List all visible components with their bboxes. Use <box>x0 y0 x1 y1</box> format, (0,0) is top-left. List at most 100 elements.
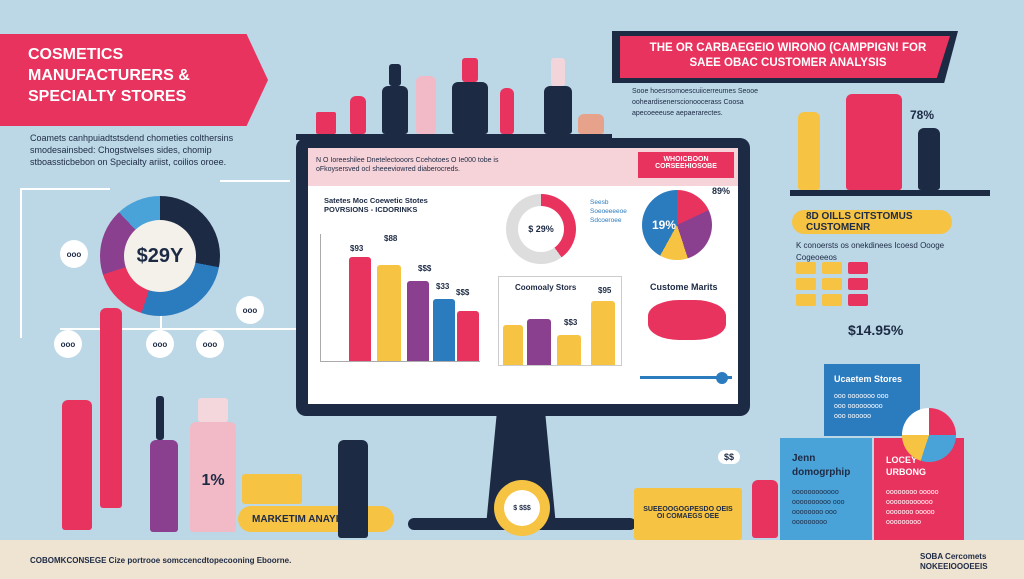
screen-chart-title: Satetes Moc Coewetic Stotes POVRSIONS - … <box>324 196 428 214</box>
footer-left: COBOMKCONSEGE Cize portrooe somccencdtop… <box>30 556 292 565</box>
mascara-tube <box>62 400 92 530</box>
yellow-cup: $ $$$ <box>494 480 550 536</box>
pie-chart <box>642 190 712 260</box>
store-card-line: ooo oooooo <box>834 413 871 420</box>
legend-swatch <box>796 294 816 306</box>
mini-bar-4 <box>591 301 615 365</box>
cream-tube: 1% <box>190 422 236 532</box>
legend-swatch <box>822 294 842 306</box>
legend-swatch <box>848 294 868 306</box>
box-yellow: SUEEOOGOGPESDO OEIS OI COMAEGS OEE <box>634 488 742 540</box>
bar-3 <box>407 281 429 361</box>
legend-swatch <box>796 278 816 290</box>
right-shelf <box>790 190 990 196</box>
locei-line: ooooooo ooooo <box>886 509 935 516</box>
footer-right: SOBA Cercomets NOKEEIOOOEEIS <box>920 552 988 571</box>
locei-line: oooooooo ooooo <box>886 489 939 496</box>
bar-label-2: $88 <box>384 234 398 243</box>
connector-line <box>20 188 22 338</box>
left-title-ribbon: COSMETICS MANUFACTURERS & SPECIALTY STOR… <box>0 34 268 126</box>
legend-swatch <box>796 262 816 274</box>
store-card-line: ooo ooooooo ooo <box>834 393 889 400</box>
legend-swatch <box>822 278 842 290</box>
brush-handle <box>156 396 164 440</box>
ground-strip <box>0 540 1024 579</box>
cream-cap <box>198 398 228 422</box>
mini-value: $95 <box>598 286 612 295</box>
store-card-lines: ooo ooooooo ooo ooo ooooooooo ooo oooooo <box>834 392 889 422</box>
right-title-ribbon: THE OR CARBAEGEIO WIRONO (CAMPPIGN! FOR … <box>620 36 950 78</box>
right-note-2: K conoersts os onekdinees Icoesd Oooge C… <box>796 241 945 262</box>
mini-bar-2 <box>527 319 551 365</box>
bottom-lipstick <box>752 480 778 538</box>
yellow-box <box>242 474 302 504</box>
tube-bottle-1 <box>416 76 436 134</box>
slider-track <box>640 376 732 379</box>
bottom-serum <box>338 440 368 538</box>
store-card-line: ooo ooooooooo <box>834 403 883 410</box>
demographics-card: Jenn domogrphip oooooooooooo oooooooooo … <box>780 438 872 540</box>
right-title: THE OR CARBAEGEIO WIRONO (CAMPPIGN! FOR … <box>649 42 927 69</box>
pie-value: 19% <box>652 218 677 232</box>
marketing-tag: MARKETIM ANAYIEE <box>238 506 394 532</box>
dropper-cap-1 <box>389 64 401 86</box>
marketing-tag-label: MARKETIM ANAYIEE <box>252 513 352 525</box>
right-note: Sooe hoesrsomoescuiicerreumes Seooe oohe… <box>632 88 759 117</box>
legend-row <box>796 278 868 290</box>
lipstick-bottle-1 <box>350 96 366 134</box>
brush-cup <box>316 112 336 134</box>
left-title: COSMETICS MANUFACTURERS & SPECIALTY STOR… <box>28 46 190 105</box>
bar-label-3: $$$ <box>418 264 432 273</box>
locei-line: ooooooooo <box>886 519 922 526</box>
compact-jar <box>578 114 604 134</box>
navy-bottle <box>918 128 940 190</box>
mini-bar-1 <box>503 325 523 365</box>
legend-list <box>796 262 868 306</box>
legend-swatch <box>848 278 868 290</box>
gauge-side-text: Seesb Soeoeeeeoe Sdcoeroee <box>590 199 627 224</box>
box-text: SUEEOOGOGPESDO OEIS OI COMAEGS OEE <box>643 506 733 520</box>
pink-box <box>846 94 902 190</box>
screen-header-text: N O Ioreeshilee Dnetelectooors Ccehotoes… <box>316 157 499 173</box>
stat-circle: ooo <box>196 330 224 358</box>
bar-5 <box>457 311 479 361</box>
connector-line <box>60 328 300 330</box>
bar-label-1: $93 <box>350 244 364 253</box>
mini-chart: Coomoaly Stors <box>498 276 622 366</box>
stat-circle: ooo <box>54 330 82 358</box>
bar-label-4: $33 <box>436 282 450 291</box>
tall-lipstick <box>100 308 122 508</box>
mini-value-2: $$3 <box>564 318 578 327</box>
legend-row <box>796 262 868 274</box>
locei-line: oooooooooooo <box>886 499 933 506</box>
foundation-cap <box>462 58 478 82</box>
demographics-line: oooooooooo ooo <box>792 499 845 506</box>
mini-chart-title: Coomoaly Stors <box>515 283 577 292</box>
right-value: $14.95% <box>848 322 904 338</box>
bar-2 <box>377 265 401 361</box>
stat-circle: ooo <box>236 296 264 324</box>
demographics-line: oooooooo ooo <box>792 509 837 516</box>
customer-pill: 8D OILLS CITSTOMUS CUSTOMENR <box>792 210 952 234</box>
foundation-bottle <box>452 82 488 134</box>
store-card-title: Ucaetem Stores <box>834 374 903 384</box>
pie-percent: 89% <box>712 186 731 196</box>
locei-lines: oooooooo ooooo oooooooooooo ooooooo oooo… <box>886 488 939 528</box>
bar-1 <box>349 257 371 361</box>
yellow-bottle <box>798 112 820 190</box>
stat-circle: ooo <box>60 240 88 268</box>
bar-label-5: $$$ <box>456 288 470 297</box>
lipstick-bottle-2 <box>500 88 514 134</box>
demographics-line: ooooooooo <box>792 519 828 526</box>
customer-pill-label: 8D OILLS CITSTOMUS CUSTOMENR <box>806 211 913 233</box>
legend-row <box>796 294 868 306</box>
donut-value: $29Y <box>124 220 196 292</box>
locei-title: LOCEY URBONG <box>886 455 926 477</box>
product-jar-icon <box>648 300 726 340</box>
small-pie-icon <box>902 408 956 462</box>
legend-swatch <box>822 262 842 274</box>
serum-bottle-2 <box>544 86 572 134</box>
top-shelf <box>296 134 612 140</box>
connector-line <box>220 180 290 182</box>
bar-chart-area <box>320 234 480 362</box>
